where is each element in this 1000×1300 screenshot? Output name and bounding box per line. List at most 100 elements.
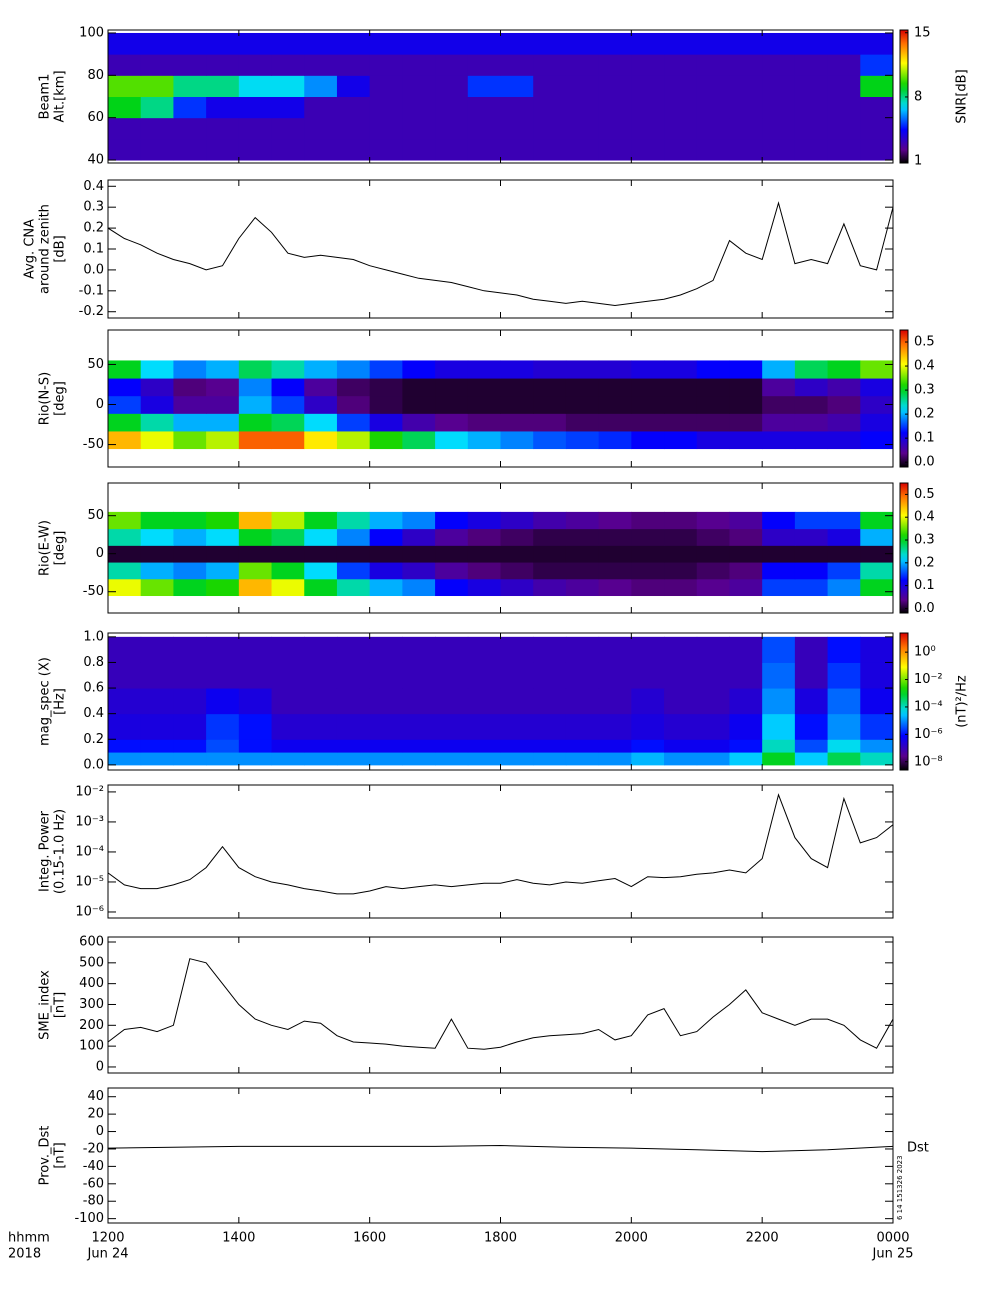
heatmap-cell xyxy=(631,360,665,379)
heatmap-cell xyxy=(304,578,338,597)
heatmap-cell xyxy=(336,528,371,546)
heatmap-cell xyxy=(762,32,796,55)
heatmap-cell xyxy=(206,117,240,140)
heatmap-cell xyxy=(664,713,698,740)
heatmap-cell xyxy=(631,636,665,663)
heatmap-cell xyxy=(598,75,632,97)
heatmap-cell xyxy=(369,32,403,55)
heatmap-cell xyxy=(729,578,763,597)
colorbar-tick-label: 10⁻⁴ xyxy=(914,699,943,714)
heatmap-cell xyxy=(762,662,796,689)
heatmap-cell xyxy=(369,562,403,580)
heatmap-cell xyxy=(435,360,469,379)
heatmap-cell xyxy=(533,430,567,450)
heatmap-cell xyxy=(729,54,763,76)
heatmap-cell xyxy=(402,117,436,140)
y-tick-label: 100 xyxy=(79,25,104,40)
heatmap-cell xyxy=(500,528,534,546)
panel: 0.0 0.1 0.2 0.3 0.4 0.5 -50 0 50 Rio(N-S) [deg] xyxy=(38,329,935,470)
heatmap-cell xyxy=(664,395,698,414)
heatmap-cell xyxy=(565,688,600,715)
heatmap-cell xyxy=(402,662,436,689)
heatmap-cell xyxy=(173,562,207,580)
colorbar-tick-label: 0.4 xyxy=(914,510,935,525)
heatmap-cell xyxy=(402,739,436,753)
heatmap-cell xyxy=(860,713,893,740)
heatmap-cell xyxy=(304,54,338,76)
heatmap-cell xyxy=(664,662,698,689)
heatmap-cell xyxy=(238,688,273,715)
heatmap-cell xyxy=(140,117,174,140)
heatmap-cell xyxy=(696,528,730,546)
heatmap-cell xyxy=(729,430,763,450)
heatmap-cell xyxy=(860,752,893,766)
heatmap-cell xyxy=(794,96,829,119)
heatmap-cell xyxy=(402,96,436,119)
heatmap-cell xyxy=(827,378,861,397)
heatmap-cell xyxy=(369,752,403,766)
heatmap-cell xyxy=(533,688,567,715)
heatmap-cell xyxy=(206,662,240,689)
heatmap-cell xyxy=(369,413,403,432)
heatmap-cell xyxy=(860,562,893,580)
heatmap-cell xyxy=(729,545,763,563)
heatmap-cell xyxy=(664,378,698,397)
y-axis-label: (0.15-1.0 Hz) xyxy=(53,809,68,894)
annotation: Dst xyxy=(907,1141,929,1156)
heatmap-cell xyxy=(794,636,829,663)
heatmap-cell xyxy=(336,395,371,414)
heatmap-cell xyxy=(238,713,273,740)
heatmap-cell xyxy=(304,413,338,432)
y-tick-label: -40 xyxy=(83,1159,104,1174)
y-axis-label: Integ. Power xyxy=(38,810,53,892)
heatmap-cell xyxy=(631,413,665,432)
heatmap-cell xyxy=(369,578,403,597)
heatmap-cell xyxy=(271,752,305,766)
heatmap-cell xyxy=(173,96,207,119)
heatmap-cell xyxy=(173,117,207,140)
heatmap-cell xyxy=(435,117,469,140)
heatmap-cell xyxy=(140,138,174,161)
heatmap-cell xyxy=(435,413,469,432)
heatmap-cell xyxy=(140,528,174,546)
y-tick-label: 0.2 xyxy=(83,732,104,747)
heatmap-cell xyxy=(664,360,698,379)
y-tick-label: 40 xyxy=(87,153,104,168)
heatmap-cell xyxy=(598,54,632,76)
heatmap-cell xyxy=(696,545,730,563)
heatmap-cell xyxy=(533,562,567,580)
heatmap-cell xyxy=(729,688,763,715)
heatmap-cell xyxy=(827,511,861,530)
y-tick-label: 20 xyxy=(87,1107,104,1122)
heatmap-cell xyxy=(238,511,273,530)
heatmap-cell xyxy=(500,662,534,689)
heatmap-cell xyxy=(500,378,534,397)
y-tick-label: 0.1 xyxy=(83,242,104,257)
heatmap-cell xyxy=(304,545,338,563)
heatmap-cell xyxy=(435,562,469,580)
heatmap-cell xyxy=(206,578,240,597)
heatmap-cell xyxy=(696,395,730,414)
heatmap-cell xyxy=(467,413,501,432)
heatmap-cell xyxy=(467,528,501,546)
heatmap-cell xyxy=(598,545,632,563)
heatmap-cell xyxy=(467,395,501,414)
heatmap-cell xyxy=(500,96,534,119)
y-tick-label: 0.6 xyxy=(83,681,104,696)
colorbar-tick-label: 0.2 xyxy=(914,555,935,570)
plot-area xyxy=(108,32,893,161)
heatmap-cell xyxy=(696,54,730,76)
heatmap-cell xyxy=(140,96,174,119)
heatmap-cell xyxy=(435,739,469,753)
heatmap-cell xyxy=(336,75,371,97)
heatmap-cell xyxy=(533,545,567,563)
y-tick-label: 400 xyxy=(79,976,104,991)
plot-area xyxy=(108,201,893,307)
y-axis-label: [deg] xyxy=(53,531,68,566)
heatmap-cell xyxy=(369,395,403,414)
heatmap-cell xyxy=(206,739,240,753)
heatmap-cell xyxy=(860,578,893,597)
heatmap-cell xyxy=(664,636,698,663)
heatmap-cell xyxy=(238,96,273,119)
heatmap-cell xyxy=(108,752,142,766)
